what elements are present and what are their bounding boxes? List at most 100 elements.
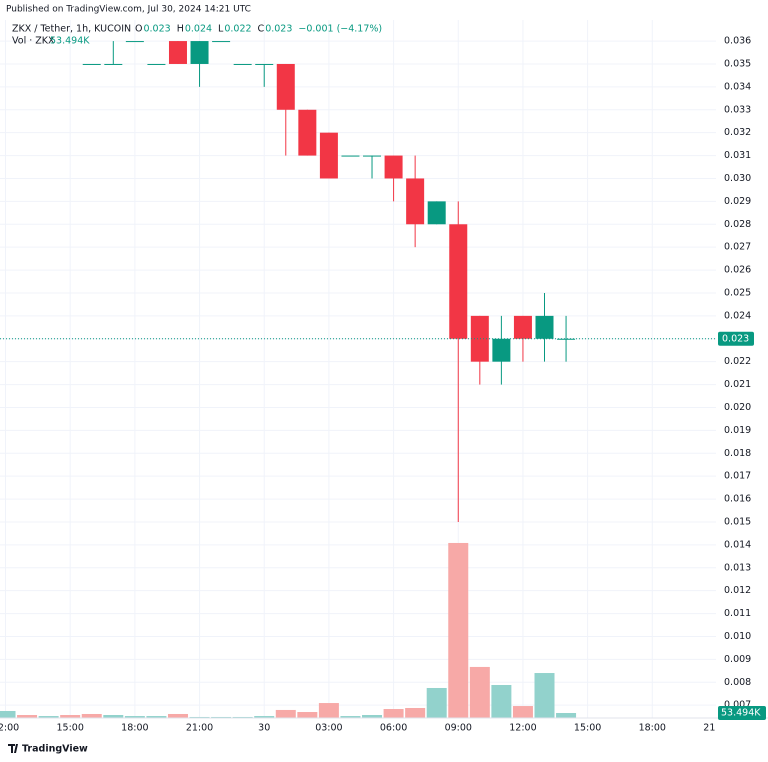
volume-bar (534, 673, 555, 718)
volume-bar (254, 716, 275, 718)
candle-body (125, 41, 144, 43)
candle-body (212, 41, 231, 43)
y-tick-label: 0.017 (724, 471, 751, 482)
x-tick-label: 30 (258, 723, 270, 734)
volume-bar (189, 716, 210, 718)
candle-body (341, 155, 360, 157)
footer: TradingView (22, 744, 88, 755)
volume-bar (211, 716, 232, 718)
published: Published on TradingView.com, Jul 30, 20… (6, 5, 251, 15)
volume-name: Vol · ZKX (12, 36, 55, 47)
price-axis (716, 20, 768, 740)
legend: ZKX / Tether, 1h, KUCOIN Vol · ZKX 53.49… (12, 24, 131, 47)
y-tick-label: 0.018 (724, 448, 751, 459)
y-tick-label: 0.032 (724, 127, 751, 138)
volume-bar (297, 712, 318, 718)
candle-body (168, 41, 187, 64)
plot (0, 41, 716, 718)
candle-body (449, 224, 468, 339)
candle-body (147, 63, 166, 65)
x-tick-label: 06:00 (380, 723, 407, 734)
y-tick-label: 0.035 (724, 58, 751, 69)
volume-bar (318, 703, 339, 718)
axis: 0.007 0.008 0.009 0.010 0.011 0.012 0.013 0.014… (0, 36, 768, 720)
candle-body (190, 41, 209, 64)
volume-bar (146, 716, 167, 718)
x-tick-label: 18:00 (121, 723, 148, 734)
legend-value: 0.022 (224, 24, 251, 35)
y-tick-label: 0.015 (724, 516, 751, 527)
candle-body (470, 315, 489, 362)
volume-bar (340, 716, 361, 718)
x-tick-label: 03:00 (315, 723, 342, 734)
volume-bar (124, 716, 145, 718)
y-tick-label: 0.027 (724, 242, 751, 253)
x-tick-label: 09:00 (445, 723, 472, 734)
volume-bar (275, 709, 296, 718)
last-price-box (718, 331, 754, 346)
last-price-label: 0.023 (722, 333, 749, 344)
candle-body (319, 132, 338, 179)
legend-value: 0.024 (185, 24, 212, 35)
volume-bar (103, 715, 124, 718)
x-tick-label: 15:00 (56, 723, 83, 734)
y-tick-label: 0.030 (724, 173, 751, 184)
volume-bar (491, 684, 512, 718)
y-tick-label: 0.022 (724, 356, 751, 367)
legend-change: −0.001 (−4.17%) (298, 24, 382, 35)
candle-body (255, 63, 274, 65)
candle-body (557, 338, 576, 340)
y-tick-label: 0.009 (724, 654, 751, 665)
volume-bar (512, 706, 533, 718)
y-tick-label: 0.021 (724, 379, 751, 390)
y-tick-label: 0.036 (724, 36, 751, 47)
volume-bar (469, 666, 490, 718)
candle-body (82, 63, 101, 65)
volume-bar (38, 716, 59, 718)
y-tick-label: 0.019 (724, 425, 751, 436)
candle-body (406, 178, 425, 225)
volume-bar (60, 715, 81, 718)
y-tick-label: 0.007 (724, 700, 751, 711)
candle-body (427, 201, 446, 225)
volume-last: 53.494K (50, 36, 90, 47)
volume-bar (426, 687, 447, 718)
x-tick-label: 12:00 (509, 723, 536, 734)
legend-key: C (258, 24, 265, 35)
y-tick-label: 0.013 (724, 562, 751, 573)
y-tick-label: 0.031 (724, 150, 751, 161)
candle-body (276, 63, 295, 110)
volume-bar (17, 715, 38, 718)
candle-body (233, 63, 252, 65)
x-tick-label: 15:00 (574, 723, 601, 734)
candle-body (535, 315, 554, 339)
volume-bar (167, 713, 188, 718)
volume-bar (81, 713, 102, 718)
y-tick-label: 0.008 (724, 677, 751, 688)
x-tick-label: 18:00 (639, 723, 666, 734)
x-tick-label: 21:00 (186, 723, 213, 734)
volume-bar (405, 707, 426, 718)
y-tick-label: 0.010 (724, 631, 751, 642)
logo (8, 744, 18, 753)
volume-bar (556, 712, 577, 718)
y-tick-label: 0.020 (724, 402, 751, 413)
y-tick-label: 0.024 (724, 310, 751, 321)
candle-body (363, 155, 382, 157)
candle-body (513, 315, 532, 339)
y-tick-label: 0.034 (724, 81, 751, 92)
y-tick-label: 0.026 (724, 265, 751, 276)
candle-body (384, 155, 403, 179)
volume-bar (0, 710, 16, 718)
y-tick-label: 0.025 (724, 287, 751, 298)
legend-value: 0.023 (265, 24, 292, 35)
y-tick-label: 0.029 (724, 196, 751, 207)
volume-label: 53.494K (721, 708, 761, 719)
legend-key: L (218, 24, 224, 35)
y-tick-label: 0.016 (724, 494, 751, 505)
time-axis: 12:00 15:00 18:00 21:00 30 03:00 06:00 09:00 12:… (0, 723, 716, 734)
volume-bar (362, 715, 383, 718)
y-tick-label: 0.011 (724, 608, 751, 619)
